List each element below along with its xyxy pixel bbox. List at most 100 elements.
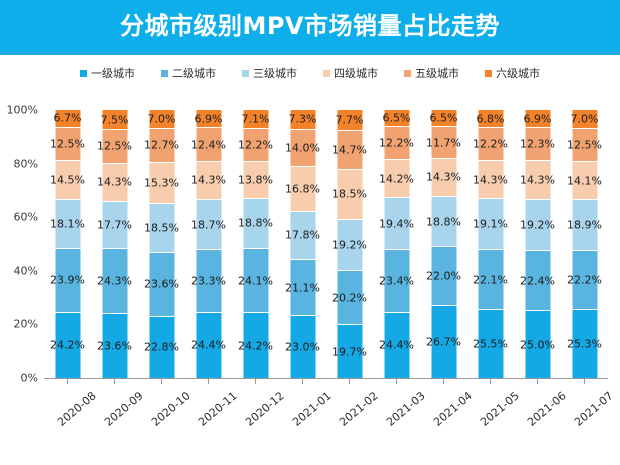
stacked-bar[interactable]: 7.1% 12.2% 13.8% 18.8% 24.1% 24.2% [238,110,273,378]
bar-segment[interactable]: 25.5% [473,309,508,378]
bar-column[interactable]: 6.5% 12.2% 14.2% 19.4% 23.4% 24.4% [373,110,420,378]
bar-segment[interactable]: 6.9% [524,110,551,129]
bar-segment[interactable]: 24.4% [379,312,414,378]
bar-segment[interactable]: 18.9% [567,200,602,251]
bar-segment[interactable]: 23.9% [50,248,85,313]
bar-segment[interactable]: 12.2% [379,127,414,161]
bar-segment[interactable]: 18.7% [191,200,226,251]
stacked-bar[interactable]: 6.5% 11.7% 14.3% 18.8% 22.0% 26.7% [426,110,461,378]
bar-segment[interactable]: 24.3% [97,249,132,315]
bar-segment[interactable]: 12.5% [567,128,602,163]
bar-segment[interactable]: 18.1% [50,200,85,249]
bar-segment[interactable]: 7.7% [336,110,363,131]
stacked-bar[interactable]: 7.0% 12.7% 15.3% 18.5% 23.6% 22.8% [144,110,179,378]
bar-segment[interactable]: 14.5% [50,161,85,201]
bar-column[interactable]: 7.3% 14.0% 16.8% 17.8% 21.1% 23.0% [279,110,326,378]
bar-column[interactable]: 6.7% 12.5% 14.5% 18.1% 23.9% 24.2% [44,110,91,378]
bar-segment[interactable]: 19.4% [379,198,414,250]
bar-segment[interactable]: 22.4% [520,251,555,312]
bar-segment[interactable]: 13.8% [238,161,273,199]
stacked-bar[interactable]: 7.5% 12.5% 14.3% 17.7% 24.3% 23.6% [97,110,132,378]
bar-segment[interactable]: 6.8% [477,110,504,129]
bar-segment[interactable]: 11.7% [426,127,461,159]
bar-segment[interactable]: 24.2% [50,312,85,378]
bar-segment[interactable]: 23.0% [285,316,320,378]
bar-segment[interactable]: 6.9% [195,110,222,129]
bar-column[interactable]: 6.9% 12.3% 14.3% 19.2% 22.4% 25.0% [514,110,561,378]
bar-segment[interactable]: 15.3% [144,162,179,204]
bar-segment[interactable]: 23.3% [191,250,226,313]
bar-segment[interactable]: 25.3% [567,310,602,378]
bar-segment[interactable]: 24.2% [238,313,273,378]
bar-segment[interactable]: 7.0% [571,110,598,129]
bar-segment[interactable]: 26.7% [426,306,461,378]
bar-column[interactable]: 6.5% 11.7% 14.3% 18.8% 22.0% 26.7% [420,110,467,378]
bar-segment[interactable]: 12.3% [520,128,555,162]
bar-segment[interactable]: 18.8% [426,197,461,248]
bar-segment[interactable]: 19.7% [332,325,367,378]
bar-segment[interactable]: 20.2% [332,271,367,326]
bar-segment[interactable]: 14.3% [97,163,132,202]
bar-column[interactable]: 6.9% 12.4% 14.3% 18.7% 23.3% 24.4% [185,110,232,378]
stacked-bar[interactable]: 7.3% 14.0% 16.8% 17.8% 21.1% 23.0% [285,110,320,378]
bar-segment[interactable]: 7.0% [148,110,175,129]
stacked-bar[interactable]: 6.8% 12.2% 14.3% 19.1% 22.1% 25.5% [473,110,508,378]
bar-column[interactable]: 7.0% 12.5% 14.1% 18.9% 22.2% 25.3% [561,110,608,378]
bar-segment[interactable]: 18.5% [144,203,179,254]
bar-segment[interactable]: 23.6% [97,314,132,378]
bar-column[interactable]: 7.0% 12.7% 15.3% 18.5% 23.6% 22.8% [138,110,185,378]
bar-segment[interactable]: 22.2% [567,250,602,311]
bar-segment[interactable]: 12.5% [50,127,85,162]
bar-column[interactable]: 6.8% 12.2% 14.3% 19.1% 22.1% 25.5% [467,110,514,378]
bar-segment[interactable]: 7.5% [101,110,128,131]
bar-segment[interactable]: 23.4% [379,250,414,313]
bar-segment[interactable]: 17.7% [97,201,132,250]
legend-item[interactable]: 六级城市 [485,68,540,79]
bar-segment[interactable]: 6.7% [54,110,81,128]
stacked-bar[interactable]: 7.7% 14.7% 18.5% 19.2% 20.2% 19.7% [332,110,367,378]
bar-column[interactable]: 7.5% 12.5% 14.3% 17.7% 24.3% 23.6% [91,110,138,378]
bar-segment[interactable]: 12.2% [473,128,508,161]
bar-segment[interactable]: 7.3% [289,110,316,130]
bar-segment[interactable]: 24.1% [238,248,273,314]
bar-segment[interactable]: 17.8% [285,212,320,260]
bar-segment[interactable]: 7.1% [242,110,269,129]
stacked-bar[interactable]: 6.7% 12.5% 14.5% 18.1% 23.9% 24.2% [50,110,85,378]
bar-segment[interactable]: 14.0% [285,129,320,168]
bar-segment[interactable]: 22.1% [473,250,508,310]
bar-segment[interactable]: 14.1% [567,162,602,201]
bar-segment[interactable]: 14.2% [379,160,414,199]
bar-segment[interactable]: 18.8% [238,198,273,249]
bar-segment[interactable]: 14.3% [426,158,461,198]
bar-segment[interactable]: 24.4% [191,312,226,378]
stacked-bar[interactable]: 6.5% 12.2% 14.2% 19.4% 23.4% 24.4% [379,110,414,378]
bar-segment[interactable]: 14.3% [473,160,508,200]
bar-segment[interactable]: 12.4% [191,128,226,162]
bar-segment[interactable]: 12.7% [144,128,179,163]
legend-item[interactable]: 五级城市 [404,68,459,79]
bar-segment[interactable]: 12.5% [97,130,132,164]
legend-item[interactable]: 三级城市 [242,68,297,79]
bar-segment[interactable]: 23.6% [144,253,179,317]
legend-item[interactable]: 四级城市 [323,68,378,79]
bar-segment[interactable]: 19.2% [332,219,367,272]
bar-segment[interactable]: 25.0% [520,311,555,378]
bar-segment[interactable]: 14.3% [191,161,226,201]
bar-segment[interactable]: 14.7% [332,130,367,171]
bar-segment[interactable]: 22.0% [426,247,461,307]
bar-segment[interactable]: 16.8% [285,167,320,213]
bar-segment[interactable]: 18.5% [332,170,367,220]
stacked-bar[interactable]: 7.0% 12.5% 14.1% 18.9% 22.2% 25.3% [567,110,602,378]
bar-column[interactable]: 7.7% 14.7% 18.5% 19.2% 20.2% 19.7% [326,110,373,378]
bar-column[interactable]: 7.1% 12.2% 13.8% 18.8% 24.1% 24.2% [232,110,279,378]
stacked-bar[interactable]: 6.9% 12.3% 14.3% 19.2% 22.4% 25.0% [520,110,555,378]
legend-item[interactable]: 二级城市 [161,68,216,79]
legend-item[interactable]: 一级城市 [80,68,135,79]
bar-segment[interactable]: 14.3% [520,161,555,200]
bar-segment[interactable]: 6.5% [383,110,410,128]
bar-segment[interactable]: 6.5% [430,110,457,128]
bar-segment[interactable]: 22.8% [144,316,179,378]
stacked-bar[interactable]: 6.9% 12.4% 14.3% 18.7% 23.3% 24.4% [191,110,226,378]
bar-segment[interactable]: 21.1% [285,259,320,317]
bar-segment[interactable]: 12.2% [238,128,273,162]
